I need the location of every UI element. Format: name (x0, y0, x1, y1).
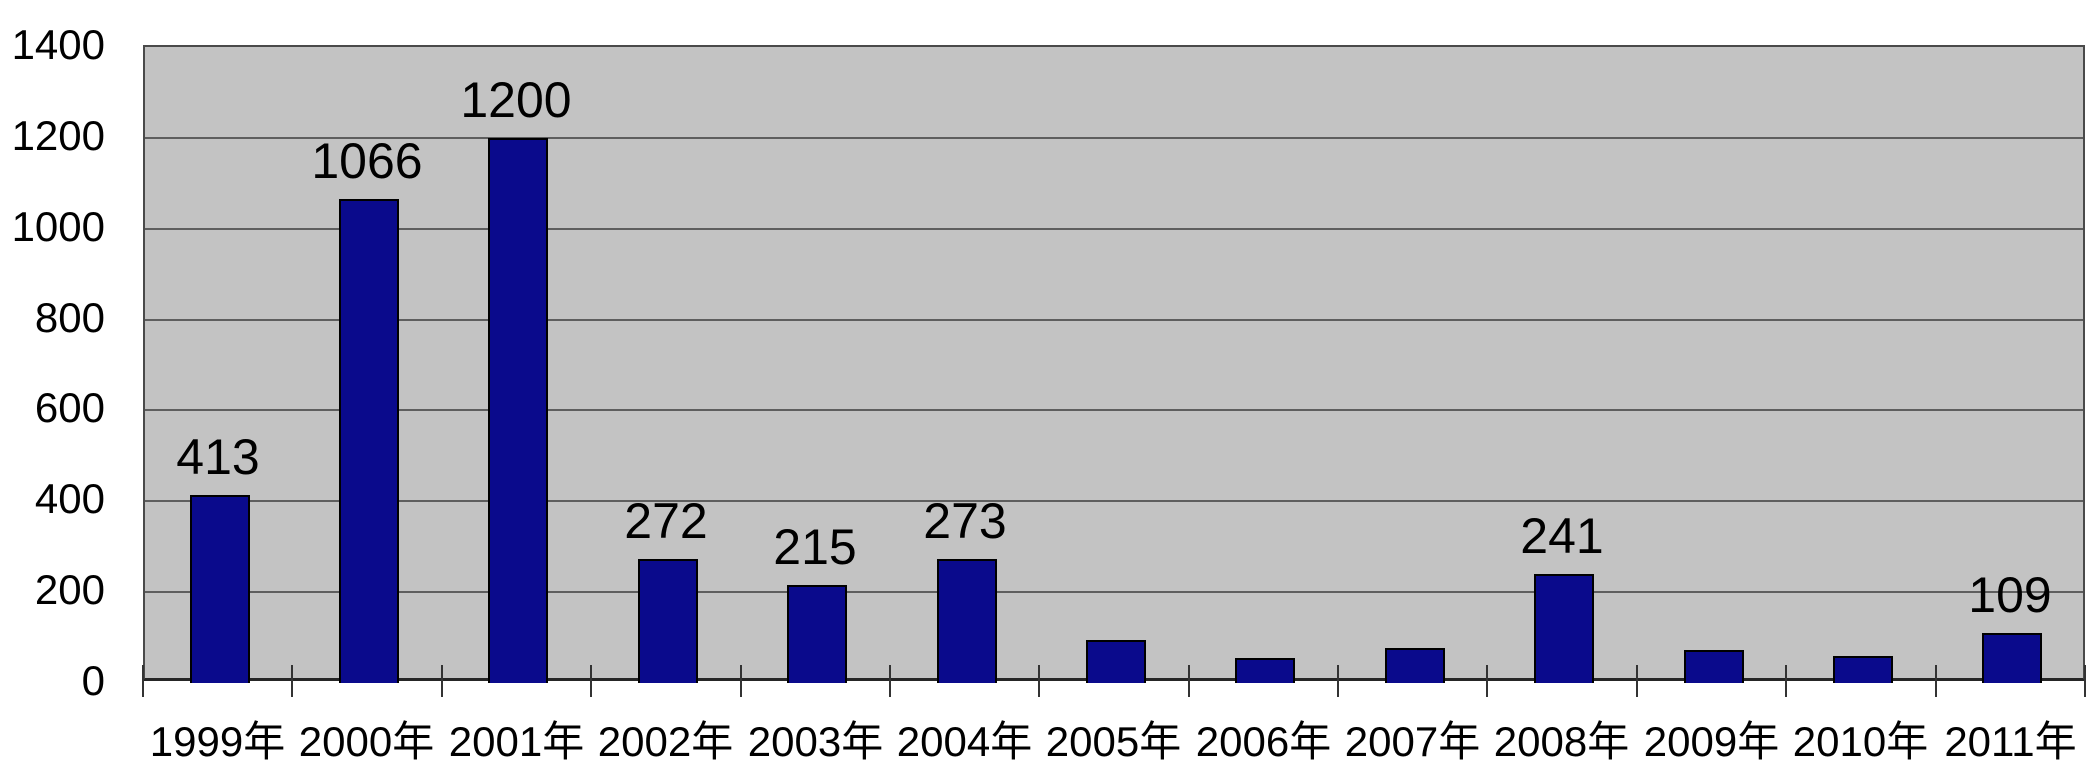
gridline (145, 318, 2083, 321)
x-axis-tick (1486, 665, 1488, 697)
x-axis-label: 2011年 (1944, 718, 2077, 765)
bar-2004年 (937, 559, 997, 683)
bar-value-label: 241 (1520, 508, 1604, 564)
x-axis-tick (142, 665, 144, 697)
bar-2010年 (1833, 656, 1893, 683)
gridline (145, 409, 2083, 412)
bar-2007年 (1385, 648, 1445, 683)
bar-value-label: 273 (923, 493, 1007, 549)
x-axis-label: 2004年 (896, 718, 1033, 765)
y-axis-label: 0 (81, 657, 105, 704)
bar-value-label: 1066 (311, 133, 423, 189)
x-axis-label: 2006年 (1195, 718, 1332, 765)
x-axis-tick (590, 665, 592, 697)
bar-value-label: 413 (176, 429, 260, 485)
x-axis-label: 2009年 (1643, 718, 1780, 765)
bar-2002年 (638, 559, 698, 683)
x-axis-label: 2001年 (448, 718, 585, 765)
x-axis-tick (1935, 665, 1937, 697)
x-axis-label: 2005年 (1045, 718, 1182, 765)
x-axis-tick (1636, 665, 1638, 697)
y-axis-label: 800 (34, 294, 105, 341)
bar-2003年 (787, 585, 847, 683)
x-axis-tick (1038, 665, 1040, 697)
gridline (145, 227, 2083, 230)
x-axis-label: 2010年 (1792, 718, 1929, 765)
bar-2005年 (1086, 640, 1146, 683)
y-axis-label: 1400 (11, 21, 105, 68)
x-axis-label: 1999年 (149, 718, 286, 765)
x-axis-tick (441, 665, 443, 697)
bar-2011年 (1982, 633, 2042, 683)
bar-2006年 (1235, 658, 1295, 683)
bar-value-label: 272 (624, 493, 708, 549)
y-axis-label: 200 (34, 566, 105, 613)
bar-1999年 (190, 495, 250, 683)
x-axis-tick (291, 665, 293, 697)
bar-2001年 (488, 138, 548, 683)
x-axis-tick (1188, 665, 1190, 697)
bar-value-label: 215 (773, 519, 857, 575)
gridline (145, 591, 2083, 594)
y-axis-label: 400 (34, 475, 105, 522)
x-axis-tick (2084, 665, 2086, 697)
x-axis-tick (740, 665, 742, 697)
bar-2000年 (339, 199, 399, 683)
y-axis-label: 600 (34, 384, 105, 431)
x-axis-tick (1337, 665, 1339, 697)
bar-value-label: 1200 (460, 72, 572, 128)
x-axis-tick (889, 665, 891, 697)
x-axis-tick (1785, 665, 1787, 697)
bar-2009年 (1684, 650, 1744, 683)
x-axis-label: 2000年 (298, 718, 435, 765)
gridline (145, 136, 2083, 139)
gridline (145, 500, 2083, 503)
x-axis-label: 2002年 (597, 718, 734, 765)
x-axis-label: 2003年 (747, 718, 884, 765)
x-axis-label: 2008年 (1493, 718, 1630, 765)
y-axis-label: 1200 (11, 112, 105, 159)
bar-2008年 (1534, 574, 1594, 683)
plot-area (143, 45, 2085, 683)
y-axis-label: 1000 (11, 203, 105, 250)
bar-value-label: 109 (1968, 567, 2052, 623)
x-axis-label: 2007年 (1344, 718, 1481, 765)
